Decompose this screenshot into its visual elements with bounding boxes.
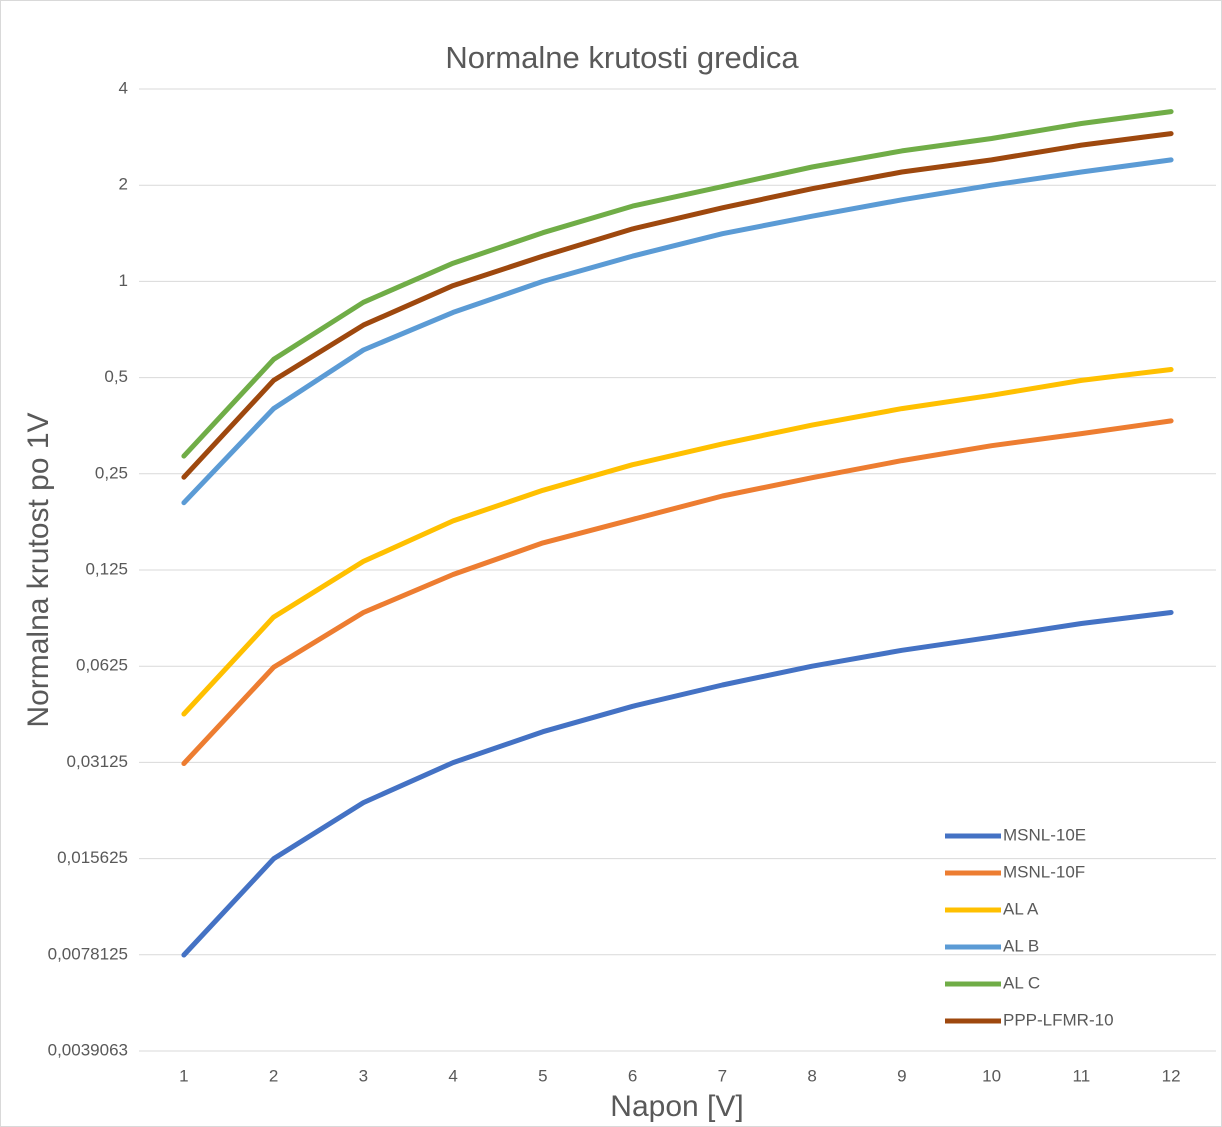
legend-label: PPP-LFMR-10 — [1003, 1010, 1114, 1029]
series-line — [181, 109, 1174, 459]
x-tick-label: 4 — [448, 1066, 457, 1085]
series-line — [181, 610, 1174, 958]
x-tick-label: 2 — [269, 1066, 278, 1085]
x-tick-label: 11 — [1073, 1066, 1091, 1085]
y-tick-label: 0,0078125 — [48, 944, 128, 963]
y-tick-label: 0,03125 — [67, 752, 128, 771]
y-tick-label: 0,015625 — [57, 848, 128, 867]
y-tick-label: 0,125 — [85, 559, 128, 578]
x-tick-label: 3 — [359, 1066, 368, 1085]
x-tick-label: 5 — [538, 1066, 547, 1085]
x-tick-label: 12 — [1162, 1066, 1181, 1085]
y-tick-label: 4 — [119, 78, 128, 97]
legend-label: AL B — [1003, 936, 1039, 955]
legend-label: MSNL-10E — [1003, 825, 1086, 844]
y-tick-label: 2 — [119, 175, 128, 194]
legend-label: AL A — [1003, 899, 1039, 918]
y-tick-label: 0,5 — [104, 367, 128, 386]
series-line — [181, 418, 1174, 766]
x-tick-label: 7 — [718, 1066, 727, 1085]
x-tick-label: 9 — [897, 1066, 906, 1085]
y-axis-label: Normalna krutost po 1V — [22, 412, 55, 727]
y-tick-label: 0,25 — [95, 463, 128, 482]
legend-label: AL C — [1003, 973, 1040, 992]
chart-title: Normalne krutosti gredica — [445, 40, 799, 75]
x-tick-label: 8 — [807, 1066, 816, 1085]
x-tick-label: 1 — [179, 1066, 188, 1085]
y-tick-label: 0,0039063 — [48, 1040, 128, 1059]
y-tick-label: 0,0625 — [76, 656, 128, 675]
series-line — [181, 157, 1174, 506]
series-line — [181, 367, 1174, 717]
y-tick-label: 1 — [119, 271, 128, 290]
series-line — [181, 131, 1174, 480]
x-axis-label: Napon [V] — [610, 1090, 743, 1123]
legend-label: MSNL-10F — [1003, 862, 1085, 881]
x-tick-label: 6 — [628, 1066, 637, 1085]
x-tick-label: 10 — [982, 1066, 1001, 1085]
